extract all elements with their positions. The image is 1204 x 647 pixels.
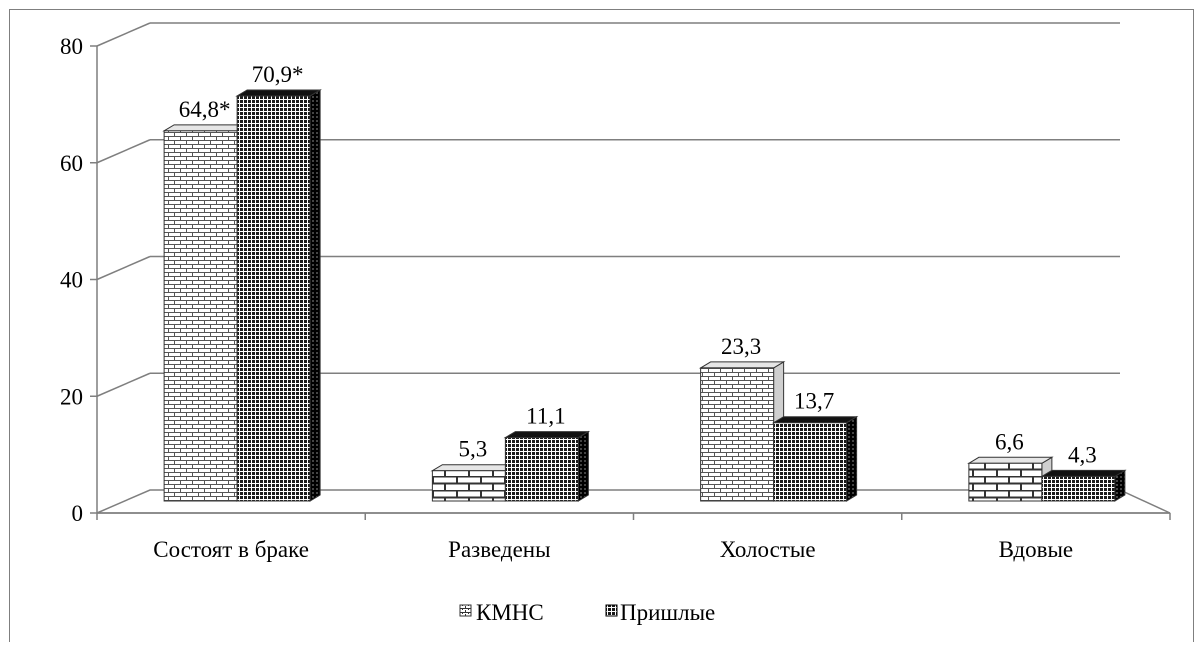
legend-label-prishlye: Пришлые xyxy=(620,600,715,625)
legend-label-kmns: КМНС xyxy=(476,600,544,625)
gridline-diag xyxy=(96,255,151,281)
legend-swatch-prishlye xyxy=(605,604,618,617)
data-label: 6,6 xyxy=(995,429,1024,454)
data-label: 11,1 xyxy=(526,404,565,429)
category-label: Холостые xyxy=(720,537,816,562)
data-label: 70,9* xyxy=(252,62,304,87)
data-label: 4,3 xyxy=(1068,442,1097,467)
data-label: 64,8* xyxy=(179,97,231,122)
category-label: Разведены xyxy=(448,537,550,562)
bars xyxy=(162,89,1127,502)
bar xyxy=(235,89,322,502)
legend-swatch-kmns xyxy=(459,604,472,617)
gridline-diag xyxy=(96,372,151,397)
bar xyxy=(430,463,518,502)
category-label: Состоят в браке xyxy=(153,537,309,562)
y-tick-label: 60 xyxy=(60,151,83,176)
data-label: 5,3 xyxy=(459,437,488,462)
gridline-diag xyxy=(96,139,151,164)
y-tick-label: 20 xyxy=(60,384,83,409)
category-label: Вдовые xyxy=(999,537,1074,562)
bar xyxy=(162,123,249,502)
legend: КМНС Пришлые xyxy=(459,600,715,625)
bar xyxy=(698,361,786,502)
data-label: 13,7 xyxy=(794,389,834,414)
bar xyxy=(1040,469,1127,502)
y-tick-label: 80 xyxy=(60,34,83,59)
data-labels: 64,8* 70,9* 5,3 11,1 23,3 13,7 6,6 4,3 xyxy=(179,62,1097,467)
data-label: 23,3 xyxy=(721,334,761,359)
axes: 0 20 40 60 80 Состоят в браке Разведены Холосты… xyxy=(60,34,1171,562)
y-tick-label: 40 xyxy=(60,268,83,293)
y-tick-label: 0 xyxy=(72,501,84,526)
chart-frame xyxy=(9,9,1194,642)
bar xyxy=(771,415,859,502)
bar xyxy=(967,456,1054,502)
bar xyxy=(503,430,591,502)
gridline-diag xyxy=(96,22,151,47)
